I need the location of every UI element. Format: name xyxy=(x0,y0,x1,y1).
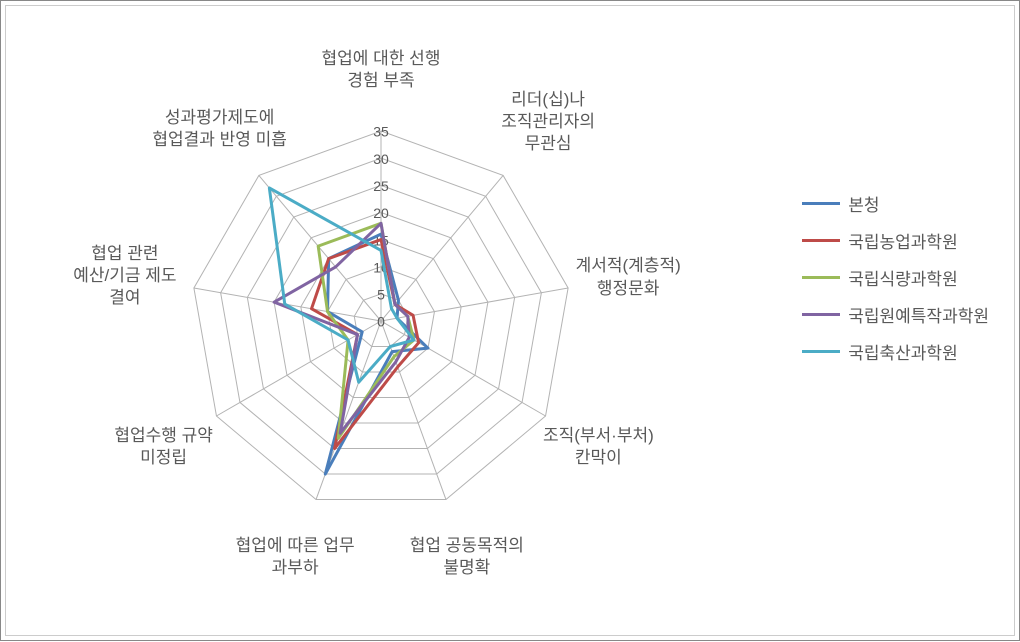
legend-label: 국립원예특작과학원 xyxy=(848,302,989,327)
legend-item: 국립식량과학원 xyxy=(802,265,989,290)
axis-label: 협업에 대한 선행 경험 부족 xyxy=(291,48,471,92)
axis-label: 협업수행 규약 미정립 xyxy=(74,425,254,469)
legend-label: 본청 xyxy=(848,191,879,216)
legend-swatch xyxy=(802,202,840,205)
legend-item: 국립원예특작과학원 xyxy=(802,302,989,327)
legend-swatch xyxy=(802,239,840,242)
legend-item: 국립농업과학원 xyxy=(802,228,989,253)
axis-label: 협업 관련 예산/기금 제도 결여 xyxy=(35,243,215,309)
axis-label: 성과평가제도에 협업결과 반영 미흡 xyxy=(130,107,310,151)
axis-label: 조직(부서·부처) 칸막이 xyxy=(508,425,688,469)
tick-label: 5 xyxy=(377,287,385,303)
tick-label: 20 xyxy=(373,205,389,221)
legend-label: 국립축산과학원 xyxy=(848,339,957,364)
legend-swatch xyxy=(802,276,840,279)
legend-label: 국립농업과학원 xyxy=(848,228,957,253)
chart-container: 05101520253035 협업에 대한 선행 경험 부족리더(십)나 조직관… xyxy=(0,0,1020,641)
axis-label: 협업 공동목적의 불명확 xyxy=(377,535,557,579)
tick-label: 30 xyxy=(373,151,389,167)
legend: 본청국립농업과학원국립식량과학원국립원예특작과학원국립축산과학원 xyxy=(802,191,989,376)
legend-item: 본청 xyxy=(802,191,989,216)
legend-label: 국립식량과학원 xyxy=(848,265,957,290)
legend-item: 국립축산과학원 xyxy=(802,339,989,364)
axis-label: 협업에 따른 업무 과부하 xyxy=(205,535,385,579)
axis-label: 계서적(계층적) 행정문화 xyxy=(538,255,718,299)
legend-swatch xyxy=(802,313,840,316)
legend-swatch xyxy=(802,350,840,353)
tick-label: 35 xyxy=(373,124,389,140)
tick-label: 0 xyxy=(377,314,385,330)
axis-label: 리더(십)나 조직관리자의 무관심 xyxy=(458,89,638,155)
tick-label: 25 xyxy=(373,178,389,194)
